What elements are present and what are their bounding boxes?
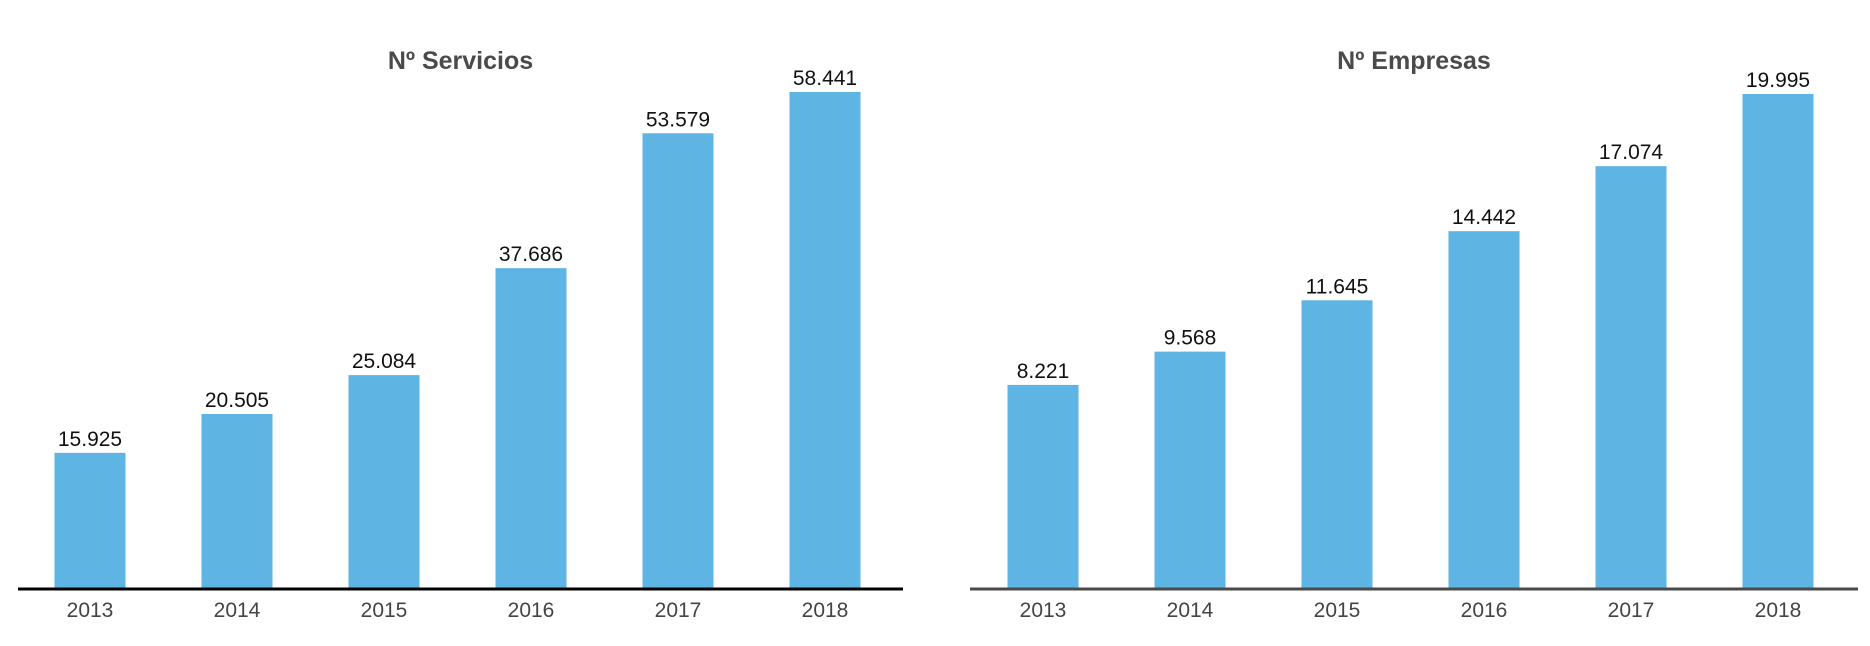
chart-title: Nº Empresas	[1337, 47, 1491, 75]
chart-empresas: Nº Empresas 8.221 2013 9.568 2014 11.645 2015 1…	[970, 47, 1858, 622]
bar-value-label: 37.686	[499, 243, 563, 266]
bar-value-label: 14.442	[1452, 206, 1516, 229]
x-tick-label: 2015	[361, 599, 408, 622]
bar	[54, 452, 126, 588]
bar-value-label: 15.925	[58, 428, 122, 451]
x-tick-label: 2017	[1608, 599, 1655, 622]
x-tick-label: 2013	[67, 599, 114, 622]
x-tick-label: 2015	[1314, 599, 1361, 622]
bar	[1007, 384, 1079, 588]
bar-value-label: 20.505	[205, 389, 269, 412]
chart-servicios: Nº Servicios 15.925 2013 20.505 2014 25.084 20…	[18, 47, 903, 622]
bar	[642, 133, 714, 589]
bar-value-label: 53.579	[646, 108, 710, 131]
x-tick-label: 2013	[1020, 599, 1067, 622]
bar-value-label: 58.441	[793, 67, 857, 90]
bar	[495, 268, 567, 588]
x-tick-label: 2018	[1755, 599, 1802, 622]
bar	[201, 413, 273, 588]
bar	[1448, 231, 1520, 588]
bar-value-label: 17.074	[1599, 141, 1664, 164]
bar-value-label: 11.645	[1306, 275, 1369, 298]
bar	[789, 92, 861, 588]
bar-value-label: 8.221	[1017, 360, 1070, 383]
x-tick-label: 2014	[1167, 599, 1214, 622]
bar-value-label: 25.084	[352, 350, 417, 373]
bar	[1742, 94, 1814, 588]
bar	[348, 375, 420, 588]
x-tick-label: 2016	[1461, 599, 1508, 622]
x-tick-label: 2017	[655, 599, 702, 622]
chart-title: Nº Servicios	[388, 47, 533, 75]
bar-value-label: 9.568	[1164, 327, 1217, 350]
bar	[1154, 351, 1226, 588]
x-tick-label: 2014	[214, 599, 261, 622]
x-tick-label: 2018	[802, 599, 849, 622]
bar-value-label: 19.995	[1746, 69, 1810, 92]
x-tick-label: 2016	[508, 599, 555, 622]
bar	[1595, 166, 1667, 588]
bar	[1301, 300, 1373, 588]
